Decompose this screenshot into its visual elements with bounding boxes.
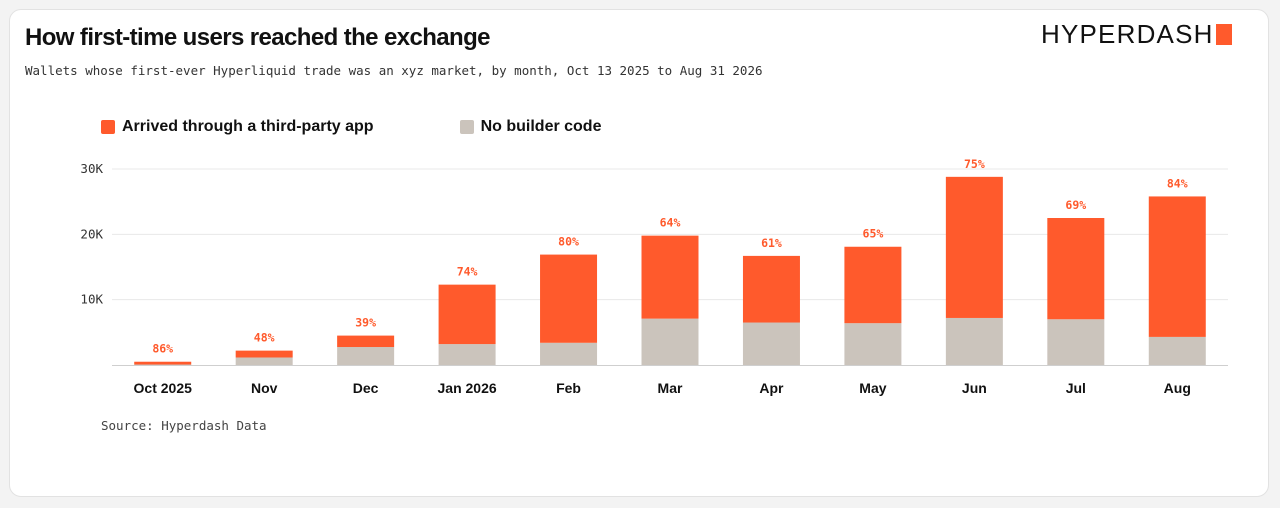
legend-label-third-party: Arrived through a third-party app	[122, 118, 374, 135]
x-category-label: Jun	[962, 380, 987, 396]
bar-segment-no-builder	[1047, 319, 1105, 365]
bar-segment-no-builder	[540, 342, 598, 365]
x-category-label: Feb	[556, 380, 581, 396]
logo-text: HYPERDASH	[1041, 19, 1214, 49]
legend-item-no-builder: No builder code	[459, 118, 602, 136]
bar-segment-third-party	[337, 335, 395, 348]
x-category-label: Aug	[1164, 380, 1191, 396]
source-note: Source: Hyperdash Data	[101, 418, 267, 433]
bar-segment-no-builder	[742, 322, 800, 365]
bar-segment-no-builder	[945, 317, 1003, 365]
bar-segment-no-builder	[235, 357, 293, 365]
hyperdash-logo: HYPERDASH	[1041, 20, 1232, 48]
x-category-label: May	[859, 380, 886, 396]
bar-percent-label: 80%	[558, 235, 579, 249]
x-category-label: Mar	[658, 380, 683, 396]
bar-percent-label: 69%	[1065, 198, 1086, 212]
bar-segment-no-builder	[844, 323, 902, 365]
bar-percent-label: 86%	[152, 342, 173, 356]
bar-segment-third-party	[438, 284, 496, 345]
bar-segment-third-party	[641, 235, 699, 319]
bar-segment-no-builder	[641, 318, 699, 365]
bar-segment-no-builder	[1148, 336, 1206, 365]
bar-percent-label: 65%	[863, 227, 884, 241]
bar-percent-label: 64%	[660, 216, 681, 230]
bar-segment-third-party	[134, 361, 192, 365]
bar-percent-label: 48%	[254, 331, 275, 345]
bar-percent-label: 61%	[761, 236, 782, 250]
logo-square-icon	[1215, 24, 1232, 45]
bar-segment-no-builder	[438, 344, 496, 365]
bar-segment-no-builder	[337, 347, 395, 365]
y-tick-label: 30K	[80, 161, 103, 176]
x-category-label: Jan 2026	[438, 380, 497, 396]
bar-segment-third-party	[844, 246, 902, 324]
chart-legend: Arrived through a third-party app No bui…	[101, 118, 687, 136]
bar-segment-third-party	[1148, 196, 1206, 337]
bar-segment-third-party	[742, 255, 800, 323]
x-category-label: Apr	[759, 380, 784, 396]
legend-label-no-builder: No builder code	[480, 118, 602, 135]
bar-percent-label: 39%	[355, 316, 376, 330]
bar-percent-label: 84%	[1167, 176, 1188, 190]
bar-segment-third-party	[540, 254, 598, 343]
chart-subtitle: Wallets whose first-ever Hyperliquid tra…	[25, 63, 763, 78]
x-category-label: Jul	[1066, 380, 1086, 396]
legend-swatch-no-builder	[459, 120, 474, 134]
x-category-label: Nov	[251, 380, 278, 396]
x-category-label: Oct 2025	[134, 380, 193, 396]
bar-percent-label: 74%	[457, 265, 478, 279]
bar-segment-third-party	[1047, 218, 1105, 320]
bar-percent-label: 75%	[964, 157, 985, 171]
bar-segment-third-party	[235, 350, 293, 358]
x-category-label: Dec	[353, 380, 379, 396]
y-tick-label: 20K	[80, 226, 103, 241]
legend-item-third-party: Arrived through a third-party app	[101, 118, 374, 136]
legend-swatch-third-party	[101, 120, 115, 134]
chart-title: How first-time users reached the exchang…	[25, 24, 491, 51]
bar-segment-third-party	[945, 176, 1003, 318]
y-tick-label: 10K	[80, 292, 103, 307]
